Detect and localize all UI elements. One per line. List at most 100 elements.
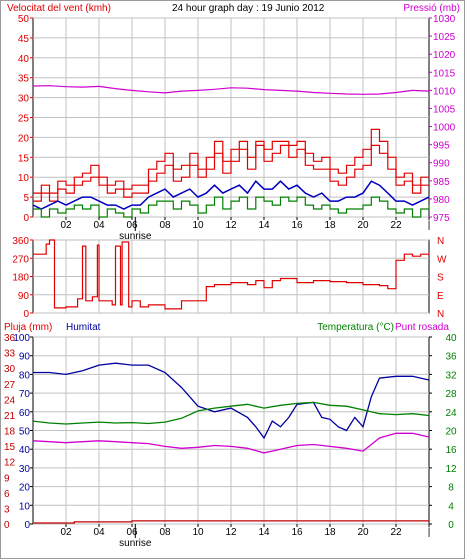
temperature-tick-label: 8 <box>448 483 454 494</box>
y-tick-label: 1010 <box>433 86 456 97</box>
temperature-tick-label: 0 <box>448 520 454 531</box>
pressure-axis-title: Pressió (mb) <box>403 3 460 14</box>
temperature-axis-title: Temperatura (°C) <box>317 322 394 333</box>
temp-humidity-rain-series <box>32 362 430 524</box>
y-tick-label: 15 <box>18 153 30 164</box>
x-tick-label: 02 <box>60 220 72 231</box>
wind-gust-line <box>33 128 429 194</box>
y-tick-label: 90 <box>18 291 30 302</box>
x-tick-label: 16 <box>291 220 303 231</box>
temperature-tick-label: 40 <box>445 333 457 344</box>
x-tick-label: 04 <box>93 527 105 538</box>
x-tick-label: 12 <box>225 220 237 231</box>
temperature-tick-label: 28 <box>445 389 457 400</box>
dewpoint-line <box>32 432 430 454</box>
x-tick-label: 14 <box>258 220 270 231</box>
temp-panel-time-axis: 02 04 06 08 10 12 14 16 18 20 22 | sunrise <box>60 524 430 549</box>
y-tick-label: 980 <box>433 195 450 206</box>
humidity-tick-label: 90 <box>19 352 31 363</box>
x-tick-label: | <box>428 220 431 231</box>
humidity-tick-label: 30 <box>19 464 31 475</box>
wind-pressure-series <box>32 85 430 218</box>
rain-tick-label: 21 <box>4 411 16 422</box>
y-tick-label: 5 <box>23 193 29 204</box>
rain-tick-label: 30 <box>4 364 16 375</box>
temperature-tick-label: 32 <box>445 370 457 381</box>
temperature-tick-label: 36 <box>445 352 457 363</box>
wind-panel-time-axis: 02 04 06 08 10 12 14 16 18 20 22 | sunrise <box>60 217 430 242</box>
humidity-tick-label: 40 <box>19 445 31 456</box>
temperature-tick-label: 4 <box>448 501 454 512</box>
pressure-axis: 975 980 985 990 995 1000 1005 1010 1015 1020 1025 1… <box>429 14 456 224</box>
dewpoint-axis-title: Punt rosada <box>395 322 449 333</box>
direction-axis: 0 90 180 270 360 <box>12 236 33 320</box>
temperature-tick-label: 24 <box>445 408 457 419</box>
temperature-tick-label: 16 <box>445 445 457 456</box>
humidity-tick-label: 50 <box>19 427 31 438</box>
y-tick-label: 1005 <box>433 104 456 115</box>
pressure-line <box>32 85 430 95</box>
y-tick-label: 50 <box>18 14 30 25</box>
y-tick-label: 1000 <box>433 123 456 134</box>
x-tick-label: 02 <box>60 527 72 538</box>
rain-tick-label: 3 <box>4 504 10 515</box>
compass-label: N <box>437 309 444 320</box>
x-tick-label: 18 <box>324 527 336 538</box>
x-tick-label: 22 <box>390 527 402 538</box>
rain-tick-label: 9 <box>4 473 10 484</box>
wind-axis-title: Velocitat del vent (kmh) <box>7 3 111 14</box>
x-tick-label: 22 <box>390 220 402 231</box>
humidity-line <box>33 362 430 440</box>
y-tick-label: 0 <box>23 309 29 320</box>
temperature-line <box>32 401 430 425</box>
rain-tick-label: 36 <box>4 333 16 344</box>
humidity-tick-label: 20 <box>19 483 31 494</box>
minimum-wind-line <box>33 196 430 218</box>
rain-tick-label: 0 <box>4 520 10 531</box>
y-tick-label: 990 <box>433 159 450 170</box>
compass-label: W <box>437 254 447 265</box>
humidity-tick-label: 100 <box>13 333 30 344</box>
y-tick-label: 25 <box>18 114 30 125</box>
x-tick-label: | <box>428 527 431 538</box>
humidity-tick-label: 60 <box>19 408 31 419</box>
rain-tick-label: 18 <box>4 427 16 438</box>
x-tick-label: 06 <box>126 220 138 231</box>
y-tick-label: 10 <box>18 173 30 184</box>
humidity-rain-axis: 0102030405060708090100369121518212427303… <box>4 333 33 531</box>
humidity-tick-label: 10 <box>19 501 31 512</box>
wind-speed-axis: 0 5 10 15 20 25 30 35 40 45 50 <box>18 14 33 224</box>
x-tick-label: 14 <box>258 527 270 538</box>
y-tick-label: 45 <box>18 34 30 45</box>
sunrise-label: sunrise <box>119 538 152 549</box>
rain-line <box>33 520 429 524</box>
y-tick-label: 20 <box>18 133 30 144</box>
x-tick-label: 08 <box>159 527 171 538</box>
x-tick-label: 18 <box>324 220 336 231</box>
humidity-tick-label: 80 <box>19 370 31 381</box>
compass-label: N <box>437 236 444 247</box>
rain-tick-label: 27 <box>4 380 16 391</box>
wind-direction-series <box>33 239 430 310</box>
temperature-tick-label: 20 <box>445 427 457 438</box>
x-tick-label: 06 <box>126 527 138 538</box>
rain-tick-label: 12 <box>4 458 16 469</box>
y-tick-label: 975 <box>433 213 450 224</box>
rain-tick-label: 15 <box>4 442 16 453</box>
y-tick-label: 0 <box>23 213 29 224</box>
average-wind-line <box>32 180 430 210</box>
y-tick-label: 995 <box>433 141 450 152</box>
x-tick-label: 20 <box>357 220 369 231</box>
rain-tick-label: 24 <box>4 395 16 406</box>
temperature-axis: 0 4 8 12 16 20 24 28 32 36 40 <box>429 333 457 531</box>
x-tick-label: 16 <box>291 527 303 538</box>
x-tick-label: 10 <box>192 220 204 231</box>
humidity-tick-label: 0 <box>24 520 30 531</box>
y-tick-label: 1020 <box>433 50 456 61</box>
x-tick-label: 20 <box>357 527 369 538</box>
y-tick-label: 40 <box>18 54 30 65</box>
humidity-tick-label: 70 <box>19 389 31 400</box>
y-tick-label: 1015 <box>433 68 456 79</box>
y-tick-label: 30 <box>18 94 30 105</box>
